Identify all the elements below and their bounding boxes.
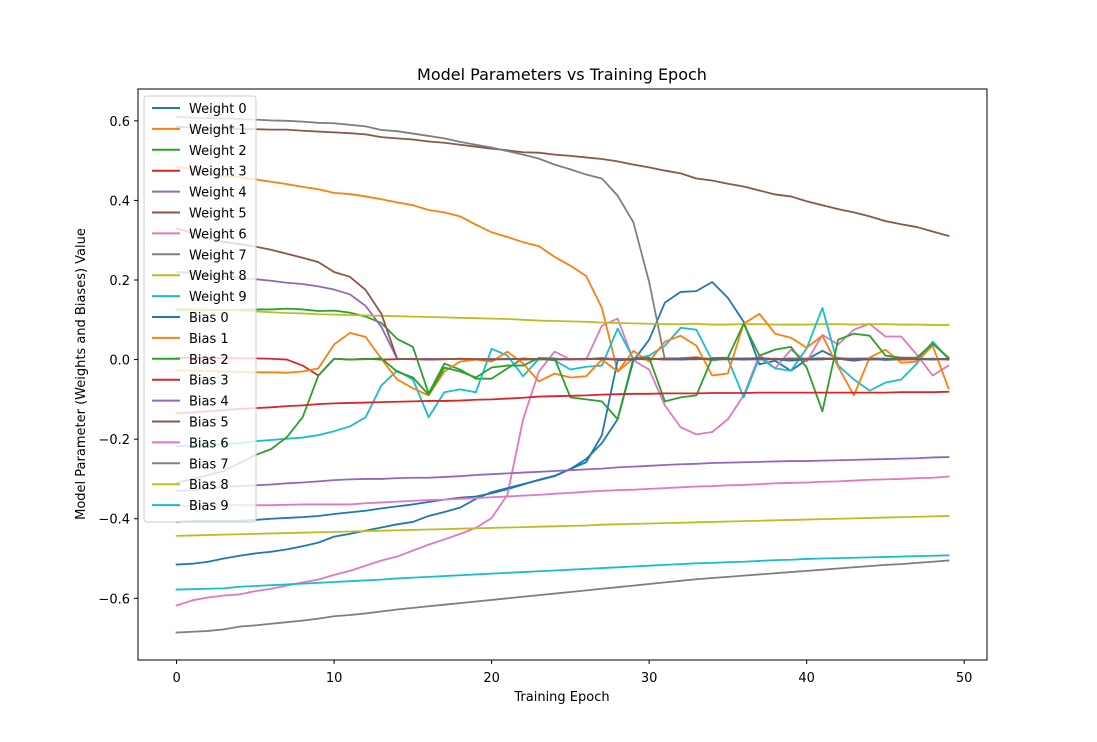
legend-label: Bias 5 xyxy=(189,416,229,431)
series-line-bias-6 xyxy=(175,475,950,507)
series-line-bias-4 xyxy=(175,456,950,492)
y-axis: −0.6 −0.4 −0.2 0.0 0.2 0.4 0.6 xyxy=(98,115,138,607)
x-tick-label: 10 xyxy=(326,671,343,686)
x-axis-label: Training Epoch xyxy=(513,690,609,705)
legend-label: Weight 1 xyxy=(189,123,247,138)
legend-label: Bias 6 xyxy=(189,436,229,451)
legend-label: Bias 1 xyxy=(189,332,229,347)
legend-label: Bias 8 xyxy=(189,478,229,493)
x-tick-label: 20 xyxy=(483,671,500,686)
legend-label: Bias 9 xyxy=(189,499,229,514)
legend-label: Bias 3 xyxy=(189,374,229,389)
legend-label: Bias 2 xyxy=(189,353,229,368)
series-line-bias-3 xyxy=(175,390,950,415)
series-line-bias-2 xyxy=(175,322,950,485)
legend-label: Weight 4 xyxy=(189,186,247,201)
legend-label: Weight 9 xyxy=(189,290,247,305)
legend-label: Weight 5 xyxy=(189,207,247,222)
x-axis: 0 10 20 30 40 50 xyxy=(172,660,972,686)
y-tick-label: −0.4 xyxy=(98,513,130,528)
y-tick-label: −0.6 xyxy=(98,592,130,607)
x-tick-label: 0 xyxy=(172,671,180,686)
y-tick-label: 0.4 xyxy=(109,194,130,209)
legend-label: Weight 7 xyxy=(189,248,247,263)
legend-label: Weight 2 xyxy=(189,144,247,159)
legend-label: Bias 0 xyxy=(189,311,229,326)
legend-label: Weight 6 xyxy=(189,227,247,242)
series-line-weight-5 xyxy=(175,125,950,237)
legend-label: Weight 0 xyxy=(189,102,247,117)
series-line-bias-8 xyxy=(175,515,950,537)
plot-area xyxy=(138,89,987,660)
y-tick-label: 0.6 xyxy=(109,115,130,130)
series-line-bias-9 xyxy=(175,554,950,591)
legend-frame xyxy=(143,95,257,523)
series-line-bias-5 xyxy=(175,227,950,361)
legend: Weight 0 Weight 1 Weight 2 Weight 3 Weight 4… xyxy=(143,95,257,523)
series-line-weight-9 xyxy=(175,306,950,448)
y-tick-label: 0.2 xyxy=(109,274,130,289)
x-tick-label: 40 xyxy=(798,671,815,686)
x-tick-label: 30 xyxy=(641,671,658,686)
y-tick-label: −0.2 xyxy=(98,433,130,448)
y-axis-label: Model Parameter (Weights and Biases) Val… xyxy=(74,228,89,520)
plot-frame xyxy=(137,88,988,661)
series-line-bias-7 xyxy=(175,559,950,634)
y-tick-label: 0.0 xyxy=(109,354,130,369)
series-line-weight-6 xyxy=(175,317,950,607)
chart-title: Model Parameters vs Training Epoch xyxy=(417,65,707,84)
series-line-weight-8 xyxy=(175,307,950,326)
legend-label: Bias 7 xyxy=(189,457,229,472)
legend-label: Weight 3 xyxy=(189,165,247,180)
x-tick-label: 50 xyxy=(956,671,973,686)
legend-label: Weight 8 xyxy=(189,269,247,284)
series-layer xyxy=(175,115,950,634)
legend-label: Bias 4 xyxy=(189,395,229,410)
